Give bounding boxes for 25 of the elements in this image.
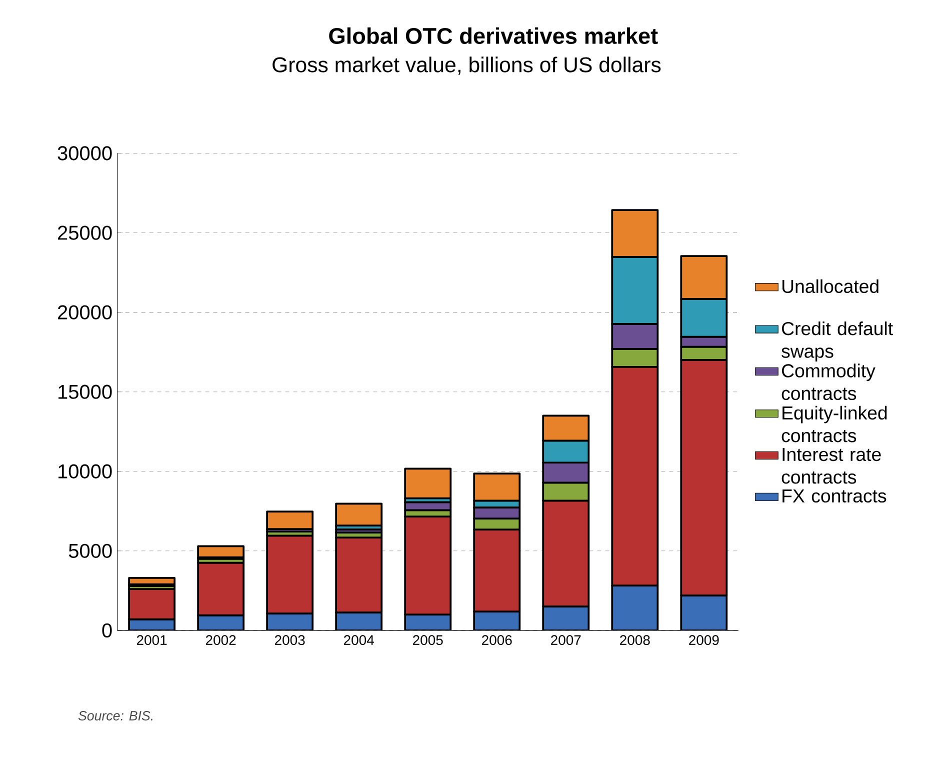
x-tick-label: 2001	[136, 635, 167, 646]
y-tick-label: 15000	[58, 384, 112, 399]
y-tick-label: 0	[102, 623, 112, 638]
legend-label: Interest rate contracts	[782, 448, 881, 484]
y-tick-label: 5000	[68, 544, 112, 558]
chart-title: Global OTC derivatives market	[329, 27, 658, 44]
chart-subtitle: Gross market value, billions of US dollars	[272, 56, 661, 75]
x-tick-label: 2008	[620, 635, 650, 646]
y-tick-label: 10000	[58, 464, 112, 478]
y-tick-label: 30000	[58, 146, 112, 160]
x-tick-label: 2002	[206, 635, 236, 646]
x-tick-label: 2006	[482, 635, 512, 646]
y-tick-label: 20000	[58, 305, 112, 320]
legend-label: Equity-linked contracts	[782, 406, 887, 442]
legend-label: Credit default swaps	[782, 321, 893, 362]
x-tick-label: 2004	[344, 635, 374, 646]
y-tick-label: 25000	[58, 226, 112, 240]
x-tick-label: 2003	[274, 635, 305, 646]
legend-label: Commodity contracts	[782, 364, 876, 400]
legend-label: Unallocated	[782, 279, 878, 294]
legend-label: FX contracts	[782, 490, 886, 503]
x-tick-label: 2007	[551, 635, 581, 646]
source-note: Source: BIS.	[78, 711, 152, 720]
x-tick-label: 2005	[413, 635, 443, 646]
x-tick-label: 2009	[689, 635, 719, 646]
